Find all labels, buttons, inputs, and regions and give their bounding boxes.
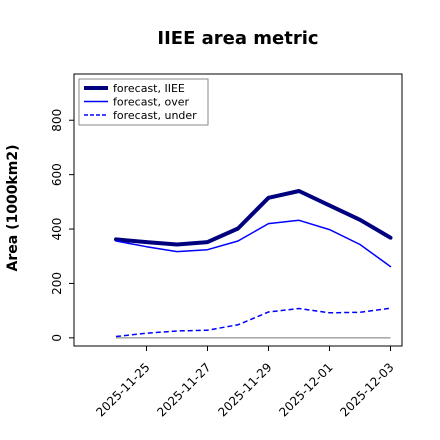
x-tick-label: 2025-11-25 — [93, 360, 152, 419]
plot-area — [114, 189, 393, 339]
x-tick-label: 2025-11-29 — [215, 360, 274, 419]
legend-label: forecast, under — [113, 109, 197, 122]
series-line-2 — [115, 307, 391, 338]
y-tick-label: 800 — [50, 109, 64, 132]
series-line-1 — [115, 219, 392, 268]
x-tick-label: 2025-12-03 — [337, 360, 396, 419]
y-tick-label: 200 — [50, 272, 64, 295]
y-tick-label: 400 — [50, 218, 64, 241]
series-line-0 — [114, 189, 393, 247]
plot-frame — [73, 73, 403, 347]
chart-title: IIEE area metric — [157, 28, 318, 49]
x-tick-label: 2025-11-27 — [154, 360, 213, 419]
legend-label: forecast, IIEE — [113, 82, 185, 95]
y-tick-label: 0 — [50, 334, 64, 342]
y-tick-label: 600 — [50, 163, 64, 186]
y-axis-label: Area (1000km2) — [5, 145, 21, 272]
x-tick-label: 2025-12-01 — [276, 360, 335, 419]
legend-label: forecast, over — [113, 96, 189, 109]
